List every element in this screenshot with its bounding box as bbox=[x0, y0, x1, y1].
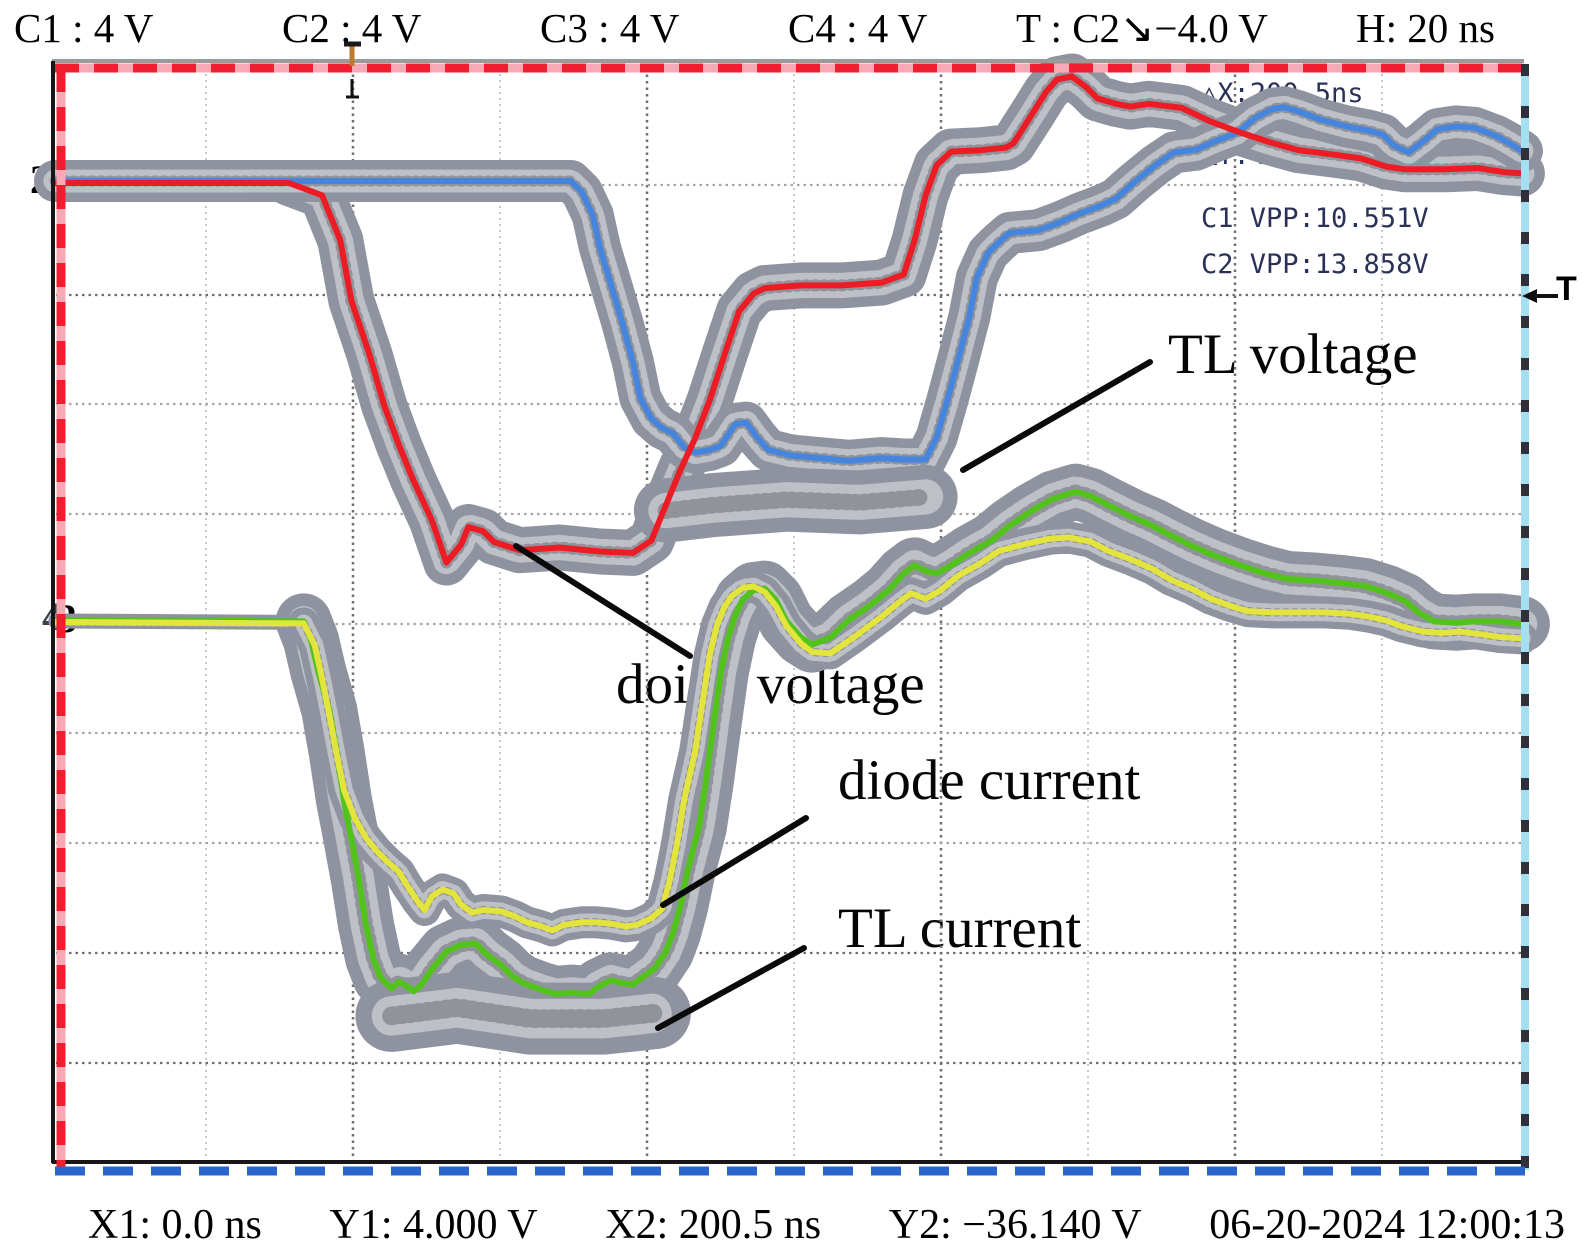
annotation-tl-current: TL current bbox=[838, 897, 1082, 960]
channel-3-position-marker: 3 bbox=[57, 596, 77, 641]
horizontal-scale: H: 20 ns bbox=[1356, 5, 1495, 51]
channel-c1-scale: C1 : 4 V bbox=[14, 5, 154, 51]
delta-y-readout: △Y:40.140V bbox=[1201, 140, 1364, 171]
trigger-setting: T : C2↘−4.0 V bbox=[1016, 5, 1268, 51]
channel-2-position-marker: 2 bbox=[30, 157, 50, 202]
cursor-y1-value: Y1: 4.000 V bbox=[329, 1202, 538, 1248]
c2-vpp-readout: C2 VPP:13.858V bbox=[1201, 249, 1429, 280]
annotation-pointer-line bbox=[960, 359, 1153, 473]
annotation-pointer-line bbox=[660, 815, 809, 908]
channel-c3-scale: C3 : 4 V bbox=[540, 5, 680, 51]
c1-vpp-readout: C1 VPP:10.551V bbox=[1201, 203, 1429, 234]
footer-row: X1: 0.0 ns Y1: 4.000 V X2: 200.5 ns Y2: … bbox=[0, 1201, 1583, 1249]
annotation-doide-voltage: doide voltage bbox=[616, 653, 925, 716]
trigger-level-label: T bbox=[1556, 270, 1577, 308]
cursor-y2-value: Y2: −36.140 V bbox=[888, 1202, 1142, 1248]
delta-x-readout: △X:200.5ns bbox=[1201, 78, 1364, 109]
channel-c2-scale: C2 : 4 V bbox=[282, 5, 422, 51]
cursor-x2-value: X2: 200.5 ns bbox=[605, 1202, 822, 1248]
annotation-tl-voltage: TL voltage bbox=[1168, 323, 1418, 386]
datetime-stamp: 06-20-2024 12:00:13 bbox=[1209, 1202, 1565, 1248]
channel-c4-scale: C4 : 4 V bbox=[788, 5, 928, 51]
annotation-diode-current: diode current bbox=[838, 749, 1141, 812]
cursor-x1-value: X1: 0.0 ns bbox=[88, 1202, 262, 1248]
annotation-pointer-line bbox=[655, 945, 807, 1031]
annotation-pointer-line bbox=[513, 543, 693, 659]
trigger-level-arrow-icon bbox=[1522, 289, 1558, 303]
